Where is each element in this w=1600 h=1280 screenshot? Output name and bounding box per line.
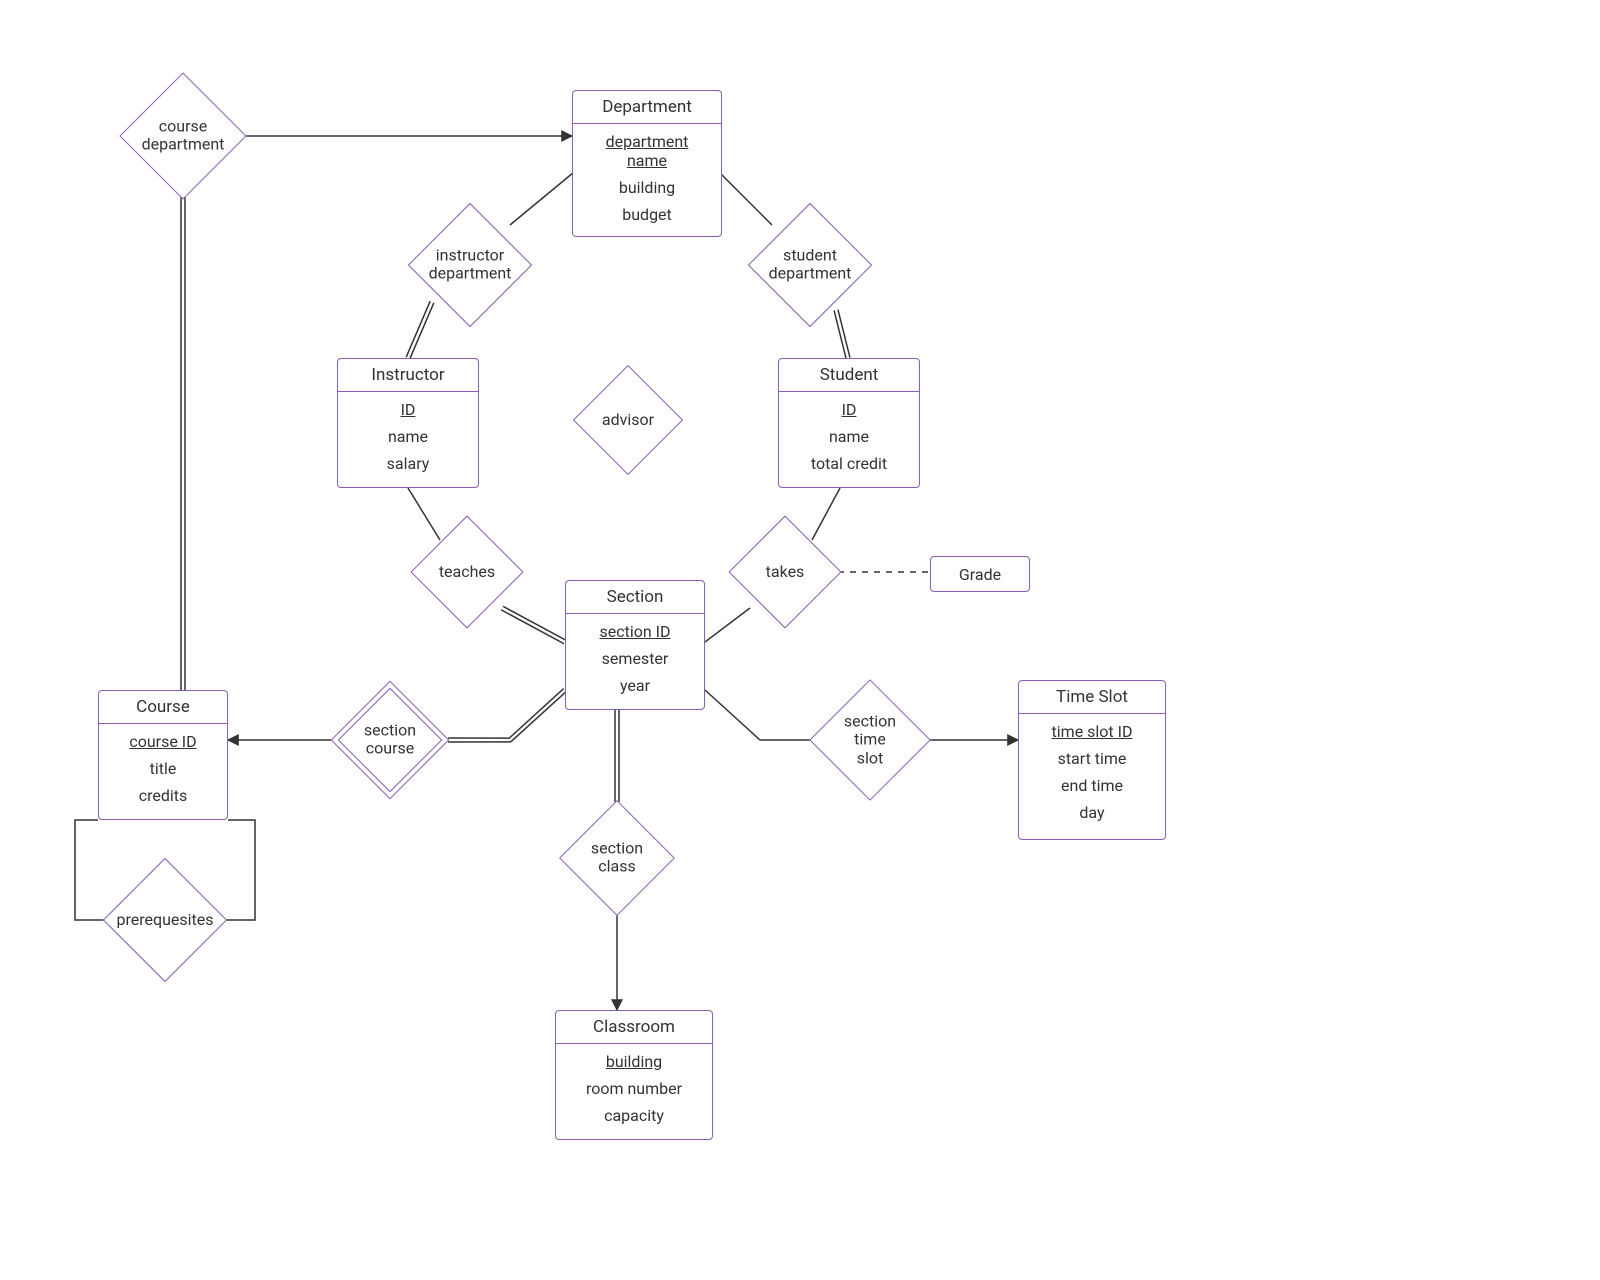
edge-instructor_department-instructor-3-b xyxy=(410,303,434,359)
entity-department: Departmentdepartment namebuildingbudget xyxy=(572,90,722,237)
attr-instructor-2: salary xyxy=(338,450,478,477)
attr-student-2: total credit xyxy=(779,450,919,477)
entity-title-classroom: Classroom xyxy=(556,1011,712,1044)
attribute-box-grade: Grade xyxy=(930,556,1030,592)
edge-section_course-section-12-a xyxy=(448,691,566,742)
entity-classroom: Classroombuildingroom numbercapacity xyxy=(555,1010,713,1140)
entity-attrs-timeslot: time slot IDstart timeend timeday xyxy=(1019,714,1165,834)
attr-classroom-0: building xyxy=(556,1048,712,1075)
attr-student-1: name xyxy=(779,423,919,450)
attr-section-2: year xyxy=(566,672,704,699)
edge-takes-section-9 xyxy=(705,608,750,642)
entity-course: Coursecourse IDtitlecredits xyxy=(98,690,228,820)
attr-classroom-2: capacity xyxy=(556,1102,712,1129)
attr-instructor-1: name xyxy=(338,423,478,450)
edge-takes-student-8 xyxy=(812,488,840,540)
entity-title-timeslot: Time Slot xyxy=(1019,681,1165,714)
edge-teaches-section-7-b xyxy=(503,606,566,640)
entity-title-department: Department xyxy=(573,91,721,124)
edge-section_course-section-12-b xyxy=(448,689,564,739)
attr-classroom-1: room number xyxy=(556,1075,712,1102)
edge-prerequisites-course-18 xyxy=(222,820,255,920)
attr-timeslot-0: time slot ID xyxy=(1019,718,1165,745)
attr-course-1: title xyxy=(99,755,227,782)
attr-timeslot-2: end time xyxy=(1019,772,1165,799)
edge-instructor_department-instructor-3-a xyxy=(406,301,430,357)
edge-teaches-section-7-a xyxy=(501,610,564,644)
entity-attrs-classroom: buildingroom numbercapacity xyxy=(556,1044,712,1137)
entity-attrs-department: department namebuildingbudget xyxy=(573,124,721,236)
attr-section-1: semester xyxy=(566,645,704,672)
entity-attrs-section: section IDsemesteryear xyxy=(566,614,704,707)
attr-course-0: course ID xyxy=(99,728,227,755)
entity-title-course: Course xyxy=(99,691,227,724)
entity-attrs-student: IDnametotal credit xyxy=(779,392,919,485)
entity-student: StudentIDnametotal credit xyxy=(778,358,920,488)
attr-student-0: ID xyxy=(779,396,919,423)
attr-department-2: budget xyxy=(573,201,721,228)
attr-timeslot-1: start time xyxy=(1019,745,1165,772)
entity-title-student: Student xyxy=(779,359,919,392)
entity-timeslot: Time Slottime slot IDstart timeend timed… xyxy=(1018,680,1166,840)
entity-title-section: Section xyxy=(566,581,704,614)
attr-timeslot-3: day xyxy=(1019,799,1165,826)
edge-teaches-instructor-6 xyxy=(408,488,440,540)
entity-attrs-course: course IDtitlecredits xyxy=(99,724,227,817)
edge-section_time_slot-section-14 xyxy=(705,690,812,740)
entity-instructor: InstructorIDnamesalary xyxy=(337,358,479,488)
entity-title-instructor: Instructor xyxy=(338,359,478,392)
attr-section-0: section ID xyxy=(566,618,704,645)
attr-department-1: building xyxy=(573,174,721,201)
entity-section: Sectionsection IDsemesteryear xyxy=(565,580,705,710)
attr-instructor-0: ID xyxy=(338,396,478,423)
edge-prerequisites-course-17 xyxy=(75,820,108,920)
edge-layer xyxy=(0,0,1600,1280)
entity-attrs-instructor: IDnamesalary xyxy=(338,392,478,485)
attr-department-0: department name xyxy=(573,128,721,174)
attr-course-2: credits xyxy=(99,782,227,809)
